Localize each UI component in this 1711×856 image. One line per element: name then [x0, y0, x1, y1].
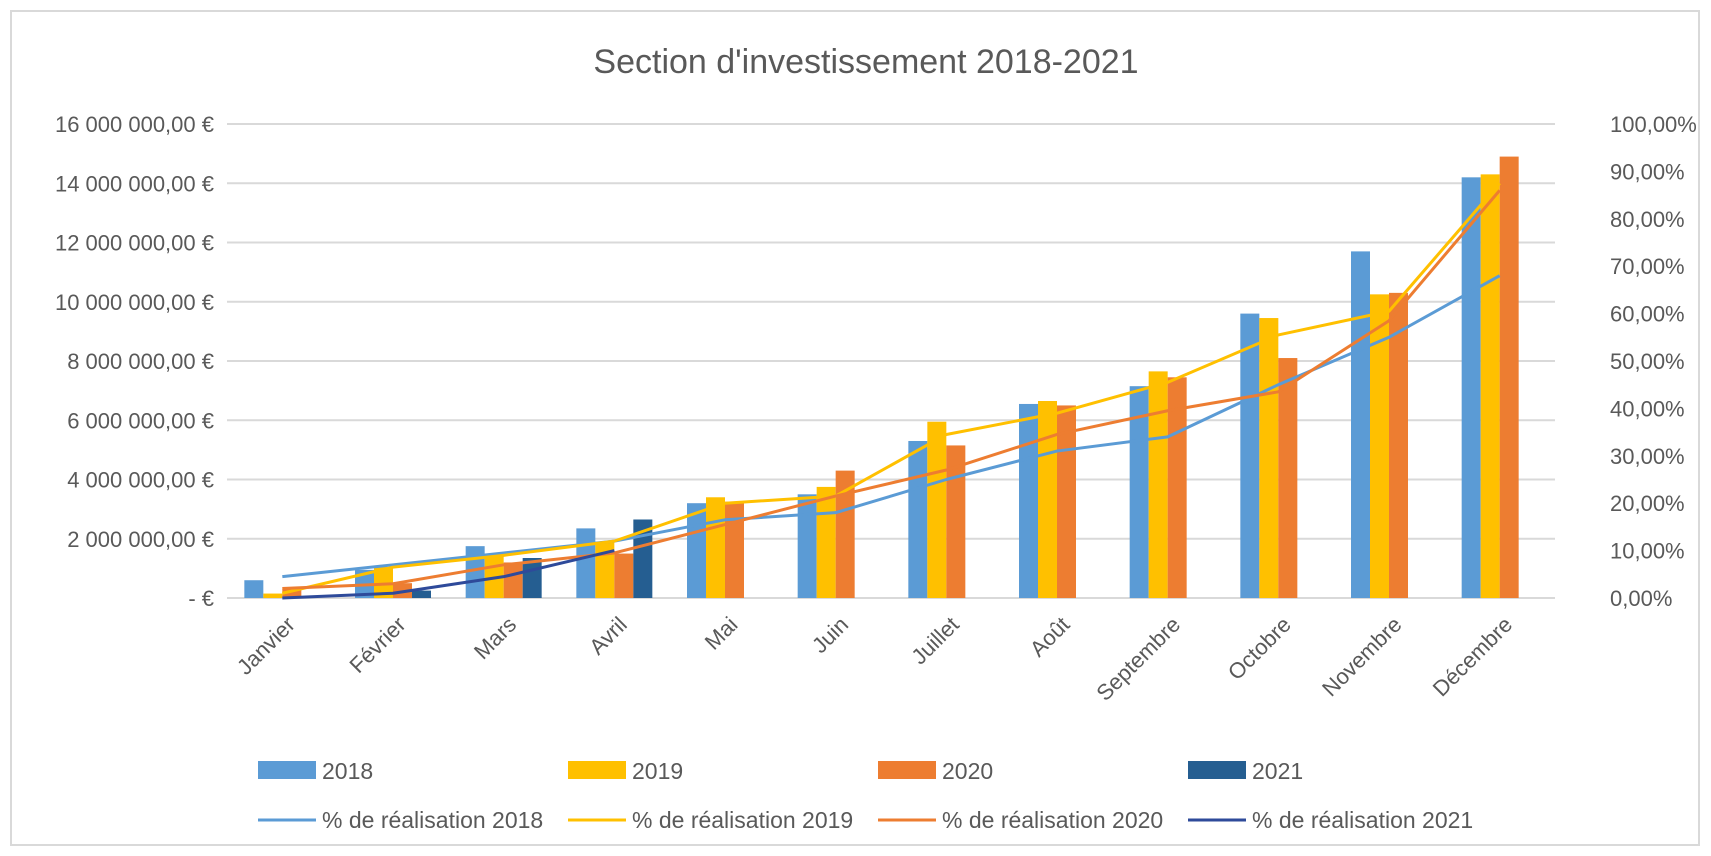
legend: 2018 2019 2020 2021 % de réalisation 2018 % d…: [258, 758, 1473, 833]
bar-2018: [908, 440, 928, 598]
bar-2018: [797, 494, 817, 598]
bar-2019: [1480, 174, 1500, 599]
line-% de réalisation 2019: [281, 182, 1501, 595]
legend-label: 2020: [942, 758, 993, 784]
x-tick-label: Août: [1025, 612, 1075, 662]
bar-2020: [282, 589, 302, 598]
line-series: [281, 182, 1501, 600]
bar-2020: [725, 501, 744, 598]
x-tick-label: Juin: [807, 612, 853, 658]
legend-swatch-2021: [1188, 761, 1246, 779]
x-axis-ticks: Janvier Février Mars Avril Mai Juin Juillet Aoû…: [232, 612, 1517, 706]
x-tick-label: Décembre: [1428, 612, 1517, 701]
bar-2020: [1278, 358, 1298, 598]
line-% de réalisation 2020: [282, 189, 1501, 591]
bar-2018: [1351, 251, 1370, 598]
y2-tick-label: 40,00%: [1610, 396, 1685, 421]
y-tick-label: 4 000 000,00 €: [67, 468, 214, 493]
y2-tick-label: 30,00%: [1610, 444, 1685, 469]
y2-tick-label: 80,00%: [1610, 207, 1685, 232]
bar-2019: [1259, 318, 1279, 598]
x-tick-label: Mars: [469, 612, 521, 664]
bar-2021: [522, 558, 542, 598]
x-tick-label: Avril: [584, 612, 632, 660]
y-tick-label: 14 000 000,00 €: [55, 171, 214, 196]
bar-2019: [816, 486, 836, 598]
bar-2020: [1499, 156, 1519, 598]
chart-frame: [10, 10, 1700, 846]
x-tick-label: Octobre: [1223, 612, 1296, 685]
bar-series: [244, 156, 1519, 599]
y-tick-label: 6 000 000,00 €: [67, 408, 214, 433]
gridlines: [227, 123, 1555, 599]
x-tick-label: Mai: [700, 612, 743, 655]
bar-2020: [835, 470, 855, 598]
x-tick-label: Novembre: [1317, 612, 1406, 701]
y-tick-label: 16 000 000,00 €: [55, 112, 214, 137]
bar-2020: [946, 445, 966, 598]
bar-2018: [1461, 177, 1481, 598]
bar-2020: [1057, 405, 1076, 598]
y-tick-label: 8 000 000,00 €: [67, 349, 214, 374]
bar-2019: [374, 566, 393, 598]
legend-swatch-2019: [568, 761, 626, 779]
bar-2020: [503, 562, 523, 598]
y2-tick-label: 70,00%: [1610, 254, 1685, 279]
bar-2018: [1019, 403, 1038, 598]
legend-label: % de réalisation 2020: [942, 807, 1163, 833]
y-tick-label: 12 000 000,00 €: [55, 231, 214, 256]
bar-2018: [244, 580, 264, 598]
y-axis-left-ticks: - € 2 000 000,00 € 4 000 000,00 € 6 000 000…: [55, 112, 214, 611]
y2-tick-label: 50,00%: [1610, 349, 1685, 374]
bar-2019: [1148, 371, 1168, 598]
x-tick-label: Juillet: [906, 612, 963, 669]
legend-label: % de réalisation 2019: [632, 807, 853, 833]
y2-tick-label: 60,00%: [1610, 302, 1685, 327]
bar-2019: [706, 497, 725, 598]
legend-label: 2019: [632, 758, 683, 784]
y-axis-right-ticks: 0,00% 10,00% 20,00% 30,00% 40,00% 50,00% 60,00…: [1610, 112, 1697, 611]
bar-2018: [1240, 313, 1260, 598]
y2-tick-label: 10,00%: [1610, 539, 1685, 564]
bar-2020: [1389, 292, 1408, 598]
bar-2019: [927, 421, 947, 598]
bar-2019: [1370, 294, 1389, 598]
bar-2020: [1167, 377, 1187, 598]
x-tick-label: Février: [344, 612, 410, 678]
x-tick-label: Janvier: [232, 612, 300, 680]
y-tick-label: 10 000 000,00 €: [55, 290, 214, 315]
bar-2021: [633, 519, 653, 598]
y2-tick-label: 20,00%: [1610, 491, 1685, 516]
y-tick-label: - €: [188, 586, 214, 611]
y2-tick-label: 100,00%: [1610, 112, 1697, 137]
x-tick-label: Septembre: [1091, 612, 1185, 706]
bar-2019: [1038, 400, 1057, 598]
legend-swatch-2018: [258, 761, 316, 779]
legend-label: % de réalisation 2018: [322, 807, 543, 833]
bar-2018: [687, 503, 706, 598]
bar-2018: [576, 528, 596, 598]
bar-2021: [412, 590, 431, 598]
legend-label: 2018: [322, 758, 373, 784]
line-% de réalisation 2021: [282, 549, 615, 600]
y2-tick-label: 90,00%: [1610, 159, 1685, 184]
bar-2019: [263, 593, 283, 598]
legend-label: % de réalisation 2021: [1252, 807, 1473, 833]
y2-tick-label: 0,00%: [1610, 586, 1672, 611]
line-% de réalisation 2018: [282, 274, 1501, 579]
legend-label: 2021: [1252, 758, 1303, 784]
legend-swatch-2020: [878, 761, 936, 779]
chart-title: Section d'investissement 2018-2021: [593, 43, 1138, 81]
bar-2020: [614, 553, 634, 598]
y-tick-label: 2 000 000,00 €: [67, 527, 214, 552]
